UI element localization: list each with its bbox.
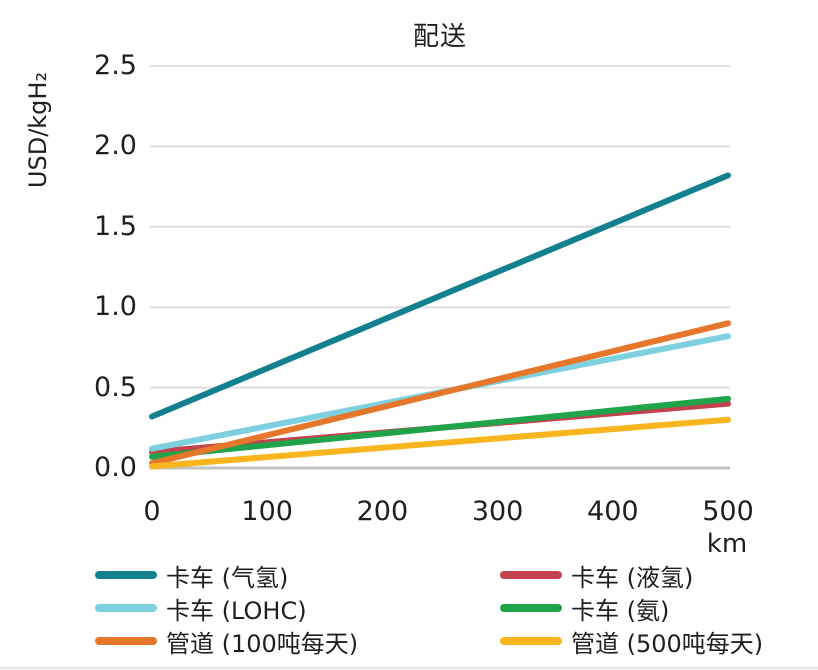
legend-label: 卡车 (LOHC) bbox=[166, 596, 307, 625]
legend-swatch bbox=[500, 604, 562, 612]
legend-item: 卡车 (气氢) bbox=[95, 562, 288, 592]
series-line bbox=[149, 395, 731, 460]
series-line bbox=[149, 320, 731, 467]
y-tick-label: 2.5 bbox=[94, 50, 137, 81]
legend-swatch bbox=[95, 637, 157, 645]
x-axis-unit-label: km bbox=[706, 529, 748, 559]
legend-label: 卡车 (气氢) bbox=[166, 563, 289, 592]
y-tick-label: 0.0 bbox=[94, 452, 137, 483]
x-tick-label: 300 bbox=[471, 496, 524, 527]
x-tick-label: 0 bbox=[143, 496, 161, 527]
series-line bbox=[149, 416, 731, 470]
legend-label: 管道 (100吨每天) bbox=[166, 629, 359, 658]
legend-swatch bbox=[95, 604, 157, 612]
legend-label: 卡车 (液氢) bbox=[571, 563, 694, 592]
x-tick-label: 500 bbox=[702, 496, 754, 527]
x-tick-label: 400 bbox=[587, 496, 639, 527]
y-tick-label: 2.0 bbox=[94, 130, 137, 162]
legend-item: 管道 (100吨每天) bbox=[95, 628, 358, 658]
y-tick-label: 1.5 bbox=[94, 210, 137, 242]
legend-item: 管道 (500吨每天) bbox=[500, 628, 763, 658]
legend-swatch bbox=[500, 571, 562, 579]
bottom-divider bbox=[0, 667, 818, 669]
legend-swatch bbox=[500, 637, 562, 645]
legend-item: 卡车 (LOHC) bbox=[95, 595, 307, 625]
legend-item: 卡车 (液氢) bbox=[500, 562, 693, 592]
legend-label: 管道 (500吨每天) bbox=[571, 629, 764, 658]
x-tick-label: 100 bbox=[241, 496, 293, 527]
y-tick-label: 0.5 bbox=[94, 371, 137, 403]
legend-swatch bbox=[95, 571, 157, 579]
legend-label: 卡车 (氨) bbox=[571, 596, 670, 625]
x-tick-label: 200 bbox=[356, 496, 409, 527]
series-line bbox=[149, 172, 731, 420]
legend-item: 卡车 (氨) bbox=[500, 595, 669, 625]
plot-area bbox=[149, 65, 731, 470]
y-tick-label: 1.0 bbox=[94, 291, 137, 323]
chart-title: 配送 bbox=[412, 22, 467, 52]
